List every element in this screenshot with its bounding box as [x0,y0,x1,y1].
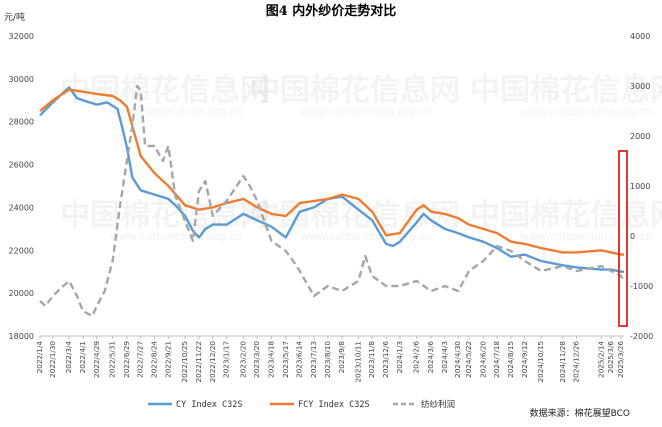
x-tick-label: 2022/4/29 [92,341,101,378]
watermarks: 中国棉花信息网 www.cottonchina.org.cn 中国棉花信息网 w… [60,73,662,243]
watermark-4: 中国棉花信息网 [60,198,270,233]
series-layer [39,84,626,318]
x-tick-label: 2023/2/20 [238,341,247,378]
x-tick-label: 2023/8/10 [323,341,332,378]
series-2 [39,88,624,256]
series-line-2 [39,88,624,256]
x-tick-label: 2024/12/26 [572,341,581,383]
series-1 [39,86,624,273]
watermark-url-3: www.cottonchina.org.cn [520,105,652,118]
x-tick-label: 2022/4/1 [78,341,87,373]
y-left-tick-label: 28000 [9,118,34,127]
y-left-tick-label: 30000 [9,75,34,84]
y-right-tick-label: 3000 [630,82,650,91]
x-tick-label: 2024/6/20 [478,341,487,378]
legend-label-3: 纺纱利润 [421,399,455,410]
y-left-tick-label: 32000 [9,32,34,41]
y-left-tick-label: 24000 [9,203,34,212]
x-tick-label: 2022/6/29 [122,341,131,378]
y-right-tick-label: 0 [630,232,635,241]
x-tick-label: 2023/4/18 [267,341,276,378]
x-tick-label: 2022/1/4 [35,341,44,374]
legend-label-1: CY Index C32S [176,400,243,410]
y-right-tick-label: 1000 [630,182,650,191]
y-left-tick-label: 20000 [9,289,34,298]
x-tick-label: 2024/11/28 [558,341,567,383]
x-tick-label: 2023/1/17 [222,341,231,378]
x-tick-label: 2024/1/3 [395,341,404,373]
x-tick-label: 2024/3/6 [426,341,435,374]
x-tick-label: 2025/2/14 [596,341,605,378]
legend-label-2: FCY Index C32S [298,400,370,410]
x-tick-label: 2024/7/18 [492,341,501,378]
x-tick-label: 2024/4/3 [440,341,449,373]
x-tick-label: 2023/3/20 [252,341,261,378]
left-axis-unit: 元/吨 [4,11,25,23]
x-tick-label: 2022/5/31 [108,341,117,378]
x-tick-label: 2023/12/6 [381,341,390,378]
x-tick-label: 2022/7/27 [136,341,145,378]
x-tick-label: 2023/7/13 [309,341,318,378]
x-tick-label: 2023/6/14 [295,341,304,378]
x-tick-label: 2024/5/22 [464,341,473,378]
watermark-url-5: www.cottonchina.org.cn [300,230,432,243]
x-tick-label: 2022/1/30 [48,341,57,378]
x-tick-label: 2022/11/22 [194,341,203,382]
x-tick-label: 2023/11/8 [367,341,376,378]
x-tick-label: 2024/9/12 [520,341,529,378]
left-axis-ticks: 32000 30000 28000 26000 24000 22000 20000 18000 [9,32,34,341]
right-axis-ticks: 4000 3000 2000 1000 0 -1000 -2000 [630,32,653,341]
x-tick-label: 2025/3/26 [616,341,625,378]
watermark-url-4: www.cottonchina.org.cn [110,230,242,243]
x-tick-label: 2023/10/11 [353,341,362,382]
y-left-tick-label: 26000 [9,161,34,170]
x-tick-label: 2024/4/30 [453,341,462,378]
x-tick-label: 2023/5/17 [281,341,290,378]
y-right-tick-label: 2000 [630,132,650,141]
y-left-tick-label: 18000 [9,332,34,341]
x-tick-label: 2022/8/24 [150,341,159,378]
y-right-tick-label: 4000 [630,32,650,41]
series-line-1 [39,86,624,273]
watermark-url-2: www.cottonchina.org.cn [300,105,432,118]
watermark-6: 中国棉花信息网 [470,198,662,233]
series-line-3 [39,84,626,318]
x-tick-label: 2022/10/25 [180,341,189,382]
x-axis: 2022/1/4 2022/1/30 2022/3/4 2022/4/1 2022/4/… [35,335,625,383]
x-tick-label: 2024/2/6 [412,341,421,374]
watermark-1: 中国棉花信息网 [60,73,270,108]
legend: CY Index C32S FCY Index C32S 纺纱利润 [148,399,455,410]
highlight-box [618,150,628,327]
y-right-tick-label: -2000 [630,332,653,341]
x-tick-label: 2022/12/20 [208,341,217,383]
watermark-3: 中国棉花信息网 [470,73,662,108]
y-right-tick-label: -1000 [630,282,653,291]
data-source: 数据来源：棉花展望BCO [530,407,630,419]
chart-title: 图4 内外纱价走势对比 [266,3,397,19]
x-tick-label: 2025/3/6 [606,341,615,374]
series-3 [39,84,626,318]
watermark-2: 中国棉花信息网 [250,73,460,108]
y-left-tick-label: 22000 [9,246,34,255]
x-tick-label: 2024/8/15 [506,341,515,378]
x-tick-label: 2022/9/21 [163,341,172,378]
x-tick-label: 2024/10/15 [536,341,545,382]
x-tick-label: 2022/3/4 [64,341,73,374]
x-tick-label: 2023/9/8 [337,341,346,374]
